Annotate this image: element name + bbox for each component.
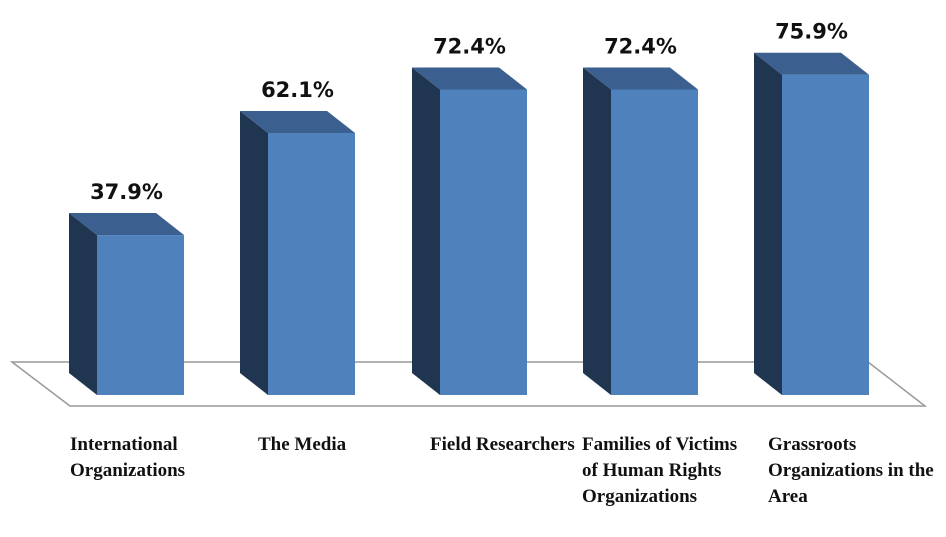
bar: [611, 89, 698, 396]
x-tick-label: International Organizations: [70, 434, 186, 481]
x-tick-label: Families of Victims of Human Rights Orga…: [582, 434, 738, 507]
x-tick-label: The Media: [258, 434, 347, 455]
value-label: 72.4%: [604, 34, 677, 58]
bar: [268, 132, 355, 396]
x-tick-label: Grassroots Organizations in the Area: [768, 434, 934, 507]
bar-top: [412, 67, 527, 90]
bar-side: [412, 67, 440, 396]
x-tick-label: Field Researchers: [430, 434, 575, 455]
value-label: 37.9%: [90, 180, 163, 204]
bar-side: [583, 67, 611, 396]
bar-side: [69, 213, 97, 395]
bar-top: [754, 52, 869, 75]
bar: [97, 235, 184, 395]
bar-top: [69, 213, 184, 236]
bar-top: [583, 67, 698, 90]
bar-top: [240, 110, 355, 133]
value-label: 72.4%: [433, 34, 506, 58]
value-label: 75.9%: [775, 20, 848, 44]
bar: [440, 89, 527, 396]
bar-side: [240, 110, 268, 396]
value-label: 62.1%: [261, 78, 334, 102]
bar-side: [754, 52, 782, 396]
bar: [782, 74, 869, 396]
